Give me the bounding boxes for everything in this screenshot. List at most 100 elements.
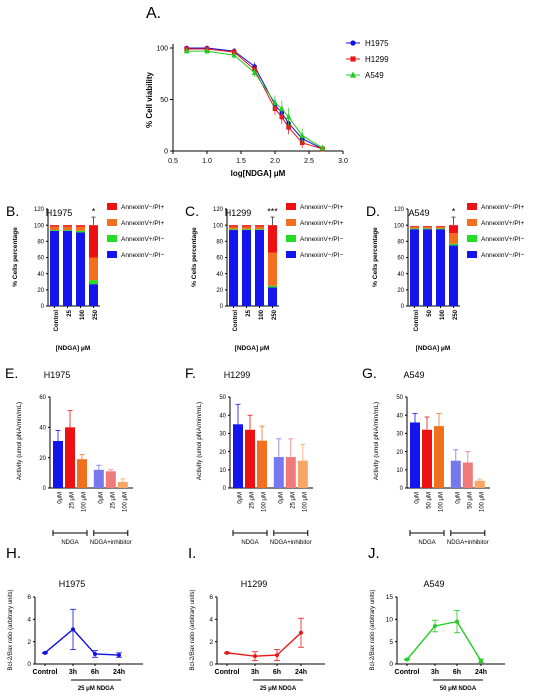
- b-legend-label: AnnexinV−/PI−: [121, 252, 165, 259]
- c-bar-segment: [255, 230, 264, 306]
- c-y-tick-label: 40: [216, 272, 223, 278]
- e-x-tick-label: 25 μM: [110, 492, 116, 509]
- b-bar-segment: [76, 230, 85, 233]
- a-legend-label: A549: [365, 71, 384, 80]
- i-y-tick-label: 4: [209, 617, 213, 624]
- f-x-tick-label: 100 μM: [262, 492, 268, 512]
- h-x-axis-label: 25 μM NDGA: [78, 686, 115, 692]
- c-bar-segment: [268, 285, 277, 288]
- j-y-tick-label: 15: [386, 594, 394, 601]
- g-bar: [450, 460, 461, 488]
- i-x-tick-label: Control: [215, 669, 240, 676]
- f-y-tick-label: 40: [219, 413, 226, 419]
- a-point-a549: [272, 99, 278, 105]
- b-bar-segment: [89, 257, 98, 281]
- a-y-tick-label: 0: [164, 149, 168, 156]
- j-line: [406, 620, 482, 662]
- d-bar-segment: [410, 229, 419, 306]
- b-x-tick-label: 250: [93, 309, 99, 320]
- d-bar-segment: [410, 225, 419, 227]
- b-x-tick-label: 25: [67, 309, 73, 316]
- j-x-tick-label: Control: [395, 669, 420, 676]
- g-x-tick-label: 100 μM: [479, 492, 485, 512]
- d-bar-segment: [423, 229, 432, 306]
- f-title: H1299: [224, 370, 251, 380]
- e-title: H1975: [44, 370, 71, 380]
- a-point-h1299: [286, 125, 291, 130]
- panel-label-j: J.: [368, 545, 380, 562]
- f-y-tick-label: 10: [219, 468, 226, 474]
- a-point-a549: [285, 113, 292, 120]
- d-y-tick-label: 0: [401, 304, 405, 310]
- a-point-a549: [183, 47, 190, 54]
- panel-label-b: B.: [6, 203, 19, 219]
- b-legend-swatch: [107, 235, 117, 242]
- e-group-label: NDGA: [61, 540, 78, 546]
- j-point: [433, 624, 437, 629]
- c-bar-segment: [229, 229, 238, 231]
- e-y-tick-label: 20: [39, 456, 46, 462]
- g-bar: [434, 426, 444, 488]
- a-y-tick-label: 50: [160, 97, 168, 104]
- c-significance: ***: [267, 207, 278, 217]
- b-y-tick-label: 80: [37, 240, 44, 246]
- e-x-tick-label: 100 μM: [122, 492, 128, 512]
- f-x-tick-label: 25 μM: [250, 492, 256, 509]
- d-legend-label: AnnexinV+/PI+: [481, 220, 525, 227]
- d-legend-swatch: [467, 203, 477, 210]
- f-group-label: NDGA: [241, 540, 258, 546]
- e-y-tick-label: 40: [39, 426, 46, 432]
- panel-label-e: E.: [5, 365, 18, 381]
- h-line: [44, 628, 120, 656]
- d-bar-segment: [436, 228, 445, 230]
- b-y-tick-label: 60: [37, 256, 44, 262]
- b-bar-segment: [76, 232, 85, 306]
- panel-label-i: I.: [188, 545, 196, 562]
- e-bar: [93, 469, 104, 488]
- c-x-axis-label: [NDGA] μM: [235, 345, 270, 352]
- i-y-tick-label: 0: [209, 661, 213, 668]
- b-bar-segment: [50, 226, 59, 231]
- b-significance: *: [92, 207, 96, 217]
- f-x-tick-label: 0μM: [238, 492, 244, 504]
- a-legend-marker-a549: [349, 71, 357, 78]
- b-legend-swatch: [107, 251, 117, 258]
- c-y-tick-label: 120: [213, 207, 224, 213]
- j-x-tick-label: 6h: [453, 669, 461, 676]
- c-bar-segment: [255, 229, 264, 231]
- j-point: [405, 657, 409, 662]
- d-x-tick-label: 250: [453, 309, 459, 320]
- h-point: [71, 627, 75, 632]
- a-x-tick-label: 2.5: [304, 158, 314, 165]
- c-legend-label: AnnexinV−/PI+: [300, 204, 344, 211]
- j-point: [455, 619, 459, 624]
- h-title: H1975: [59, 579, 86, 589]
- i-line: [226, 632, 302, 657]
- j-y-tick-label: 5: [389, 639, 393, 646]
- b-bar-segment: [50, 230, 59, 231]
- j-x-tick-label: 24h: [475, 669, 487, 676]
- d-y-tick-label: 80: [397, 240, 404, 246]
- b-legend-label: AnnexinV+/PI+: [121, 220, 165, 227]
- c-x-tick-label: 100: [259, 309, 265, 320]
- d-y-tick-label: 120: [394, 207, 405, 213]
- h-y-tick-label: 4: [27, 617, 31, 624]
- b-y-tick-label: 120: [34, 207, 45, 213]
- g-bar: [410, 422, 420, 488]
- e-y-axis-label: Activity (umol pNA/min/mL): [16, 402, 23, 480]
- e-x-tick-label: 100 μM: [82, 492, 88, 512]
- d-legend-label: AnnexinV+/PI−: [481, 236, 525, 243]
- d-title: A549: [408, 208, 429, 218]
- e-y-tick-label: 0: [43, 486, 47, 492]
- j-y-tick-label: 10: [386, 617, 394, 624]
- g-bar: [474, 480, 485, 488]
- d-bar-segment: [423, 225, 432, 227]
- g-bar: [422, 429, 432, 488]
- c-y-tick-label: 80: [216, 240, 223, 246]
- h-y-tick-label: 6: [27, 594, 31, 601]
- d-bar-segment: [449, 243, 458, 246]
- g-x-tick-label: 100 μM: [439, 492, 445, 512]
- c-bar-segment: [242, 226, 251, 230]
- g-group-label: NDGA: [418, 540, 435, 546]
- c-title: H1299: [225, 208, 252, 218]
